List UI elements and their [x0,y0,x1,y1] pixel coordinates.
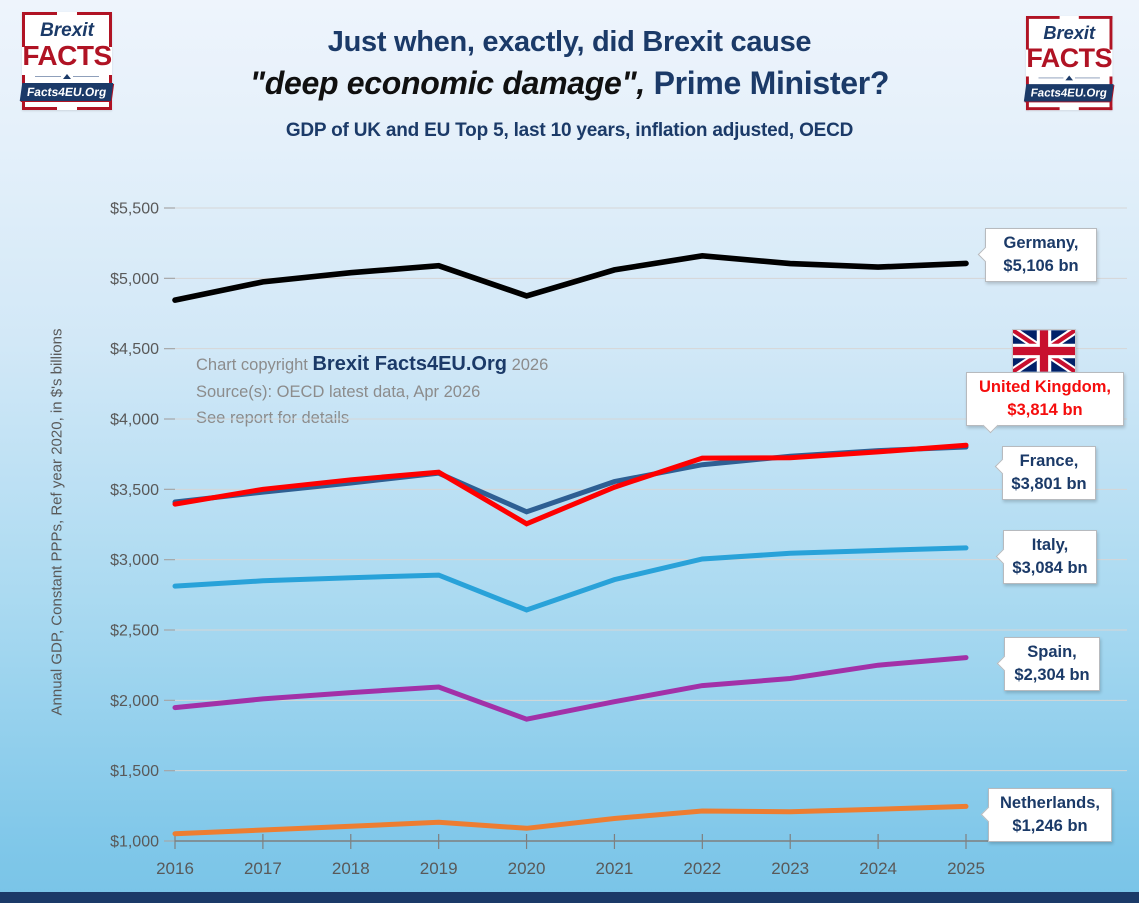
footer-bar [0,892,1139,903]
x-tick-label: 2017 [244,859,282,878]
logo-facts-text: FACTS [1026,43,1113,73]
y-tick-label: $5,000 [110,271,159,288]
page-title-rest: Prime Minister? [644,65,890,102]
callout-country: Spain, [1027,643,1077,661]
page-subtitle: GDP of UK and EU Top 5, last 10 years, i… [285,119,854,141]
logo-divider [1038,75,1101,81]
x-tick-label: 2021 [596,859,634,878]
source-line: Source(s): OECD latest data, Apr 2026 [196,383,481,401]
logo-brexit-text: Brexit [40,20,94,42]
callout-value: $3,084 bn [1012,559,1088,577]
series-line-netherlands [172,803,969,837]
x-tick-label: 2019 [420,859,458,878]
logo-divider [34,73,100,79]
callout-value: $1,246 bn [1012,817,1088,835]
logo-corner-bracket [1078,16,1113,50]
series-line-france [172,444,969,515]
y-tick-label: $1,500 [110,763,159,780]
callout-country: Netherlands, [1000,794,1100,812]
callout-spain: Spain, $2,304 bn [1004,637,1100,691]
callout-france: France, $3,801 bn [1002,446,1096,500]
y-tick-label: $4,000 [110,412,159,429]
y-tick-label: $3,500 [110,482,159,499]
triangle-icon [1065,75,1074,81]
callout-country: France, [1019,452,1079,470]
triangle-icon [63,73,71,79]
callout-value: $3,801 bn [1011,475,1087,493]
page-title-line2: "deep economic damage", Prime Minister? [120,64,1019,102]
y-tick-label: $2,000 [110,693,159,710]
callout-country: Italy, [1031,536,1069,554]
report-note-line: See report for details [196,409,350,427]
x-tick-label: 2023 [771,859,809,878]
y-tick-label: $2,500 [110,623,159,640]
page-title-quote: "deep economic damage", [249,65,645,102]
x-tick-label: 2025 [947,859,985,878]
uk-flag-icon [1012,329,1076,373]
y-tick-label: $4,500 [110,341,159,358]
x-tick-label: 2024 [859,859,897,878]
y-tick-label: $5,500 [110,201,159,218]
series-line-spain [172,655,969,722]
x-tick-label: 2018 [332,859,370,878]
x-tick-label: 2016 [156,859,194,878]
callout-country: United Kingdom, [979,378,1111,396]
callout-value: $5,106 bn [1003,257,1079,275]
logo-corner-bracket [77,12,112,47]
logo-facts-text: FACTS [22,40,112,72]
copyright-prefix: Chart copyright [196,356,313,374]
series-line-united-kingdom [172,442,969,527]
callout-germany: Germany, $5,106 bn [985,228,1097,282]
y-tick-label: $3,000 [110,552,159,569]
callout-country: Germany, [1003,234,1079,252]
brand-logo-left: Brexit FACTS Facts4EU.Org [20,12,114,110]
x-tick-label: 2022 [683,859,721,878]
brand-logo-right: Brexit FACTS Facts4EU.Org [1024,16,1115,111]
copyright-brand: Brexit Facts4EU.Org [312,353,507,375]
callout-italy: Italy, $3,084 bn [1003,530,1097,584]
callout-value: $3,814 bn [1007,401,1083,419]
series-line-italy [172,545,969,613]
copyright-year: 2026 [506,356,549,374]
title-block: Just when, exactly, did Brexit cause "de… [120,24,1019,142]
logo-brexit-text: Brexit [1043,23,1096,45]
logo-corner-bracket [1026,16,1060,50]
y-tick-label: $1,000 [110,834,159,851]
x-tick-label: 2020 [508,859,546,878]
callout-united-kingdom: United Kingdom, $3,814 bn [966,372,1124,426]
copyright-block: Chart copyright Brexit Facts4EU.Org 2026… [196,351,548,431]
callout-netherlands: Netherlands, $1,246 bn [988,788,1112,842]
page-title-line1: Just when, exactly, did Brexit cause [327,26,812,58]
copyright-line: Chart copyright Brexit Facts4EU.Org 2026 [196,351,548,379]
callout-value: $2,304 bn [1014,666,1090,684]
series-line-germany [172,252,969,303]
logo-corner-bracket [22,12,57,47]
